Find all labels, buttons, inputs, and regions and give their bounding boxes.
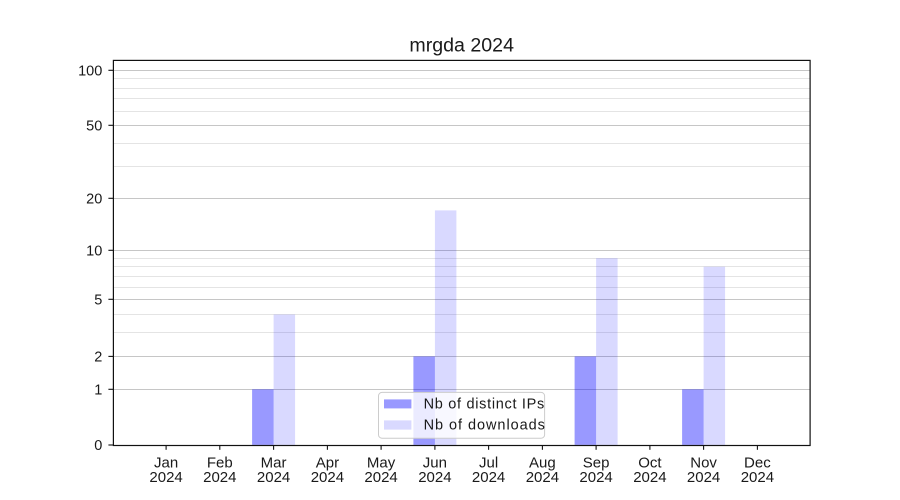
svg-text:10: 10 <box>86 244 102 260</box>
svg-text:2024: 2024 <box>579 469 612 486</box>
svg-text:Aug: Aug <box>529 455 556 472</box>
svg-text:Jul: Jul <box>479 455 498 472</box>
svg-text:Mar: Mar <box>261 455 287 472</box>
svg-text:5: 5 <box>94 293 102 309</box>
svg-text:Dec: Dec <box>744 455 771 472</box>
svg-text:2024: 2024 <box>311 469 344 486</box>
svg-text:2024: 2024 <box>257 469 290 486</box>
svg-text:2024: 2024 <box>203 469 236 486</box>
svg-text:Apr: Apr <box>316 455 339 472</box>
svg-text:mrgda 2024: mrgda 2024 <box>409 35 514 57</box>
svg-text:2024: 2024 <box>149 469 182 486</box>
svg-text:Sep: Sep <box>583 455 610 472</box>
svg-text:Feb: Feb <box>207 455 233 472</box>
svg-text:Nov: Nov <box>690 455 717 472</box>
svg-text:2024: 2024 <box>472 469 505 486</box>
svg-text:50: 50 <box>86 119 102 135</box>
svg-text:20: 20 <box>86 192 102 208</box>
svg-text:Jan: Jan <box>154 455 178 472</box>
svg-text:2024: 2024 <box>418 469 451 486</box>
svg-text:Jun: Jun <box>423 455 447 472</box>
svg-text:2024: 2024 <box>364 469 397 486</box>
svg-text:100: 100 <box>78 64 102 80</box>
svg-text:2: 2 <box>94 350 102 366</box>
svg-text:2024: 2024 <box>687 469 720 486</box>
svg-text:0: 0 <box>94 438 102 454</box>
svg-text:2024: 2024 <box>526 469 559 486</box>
svg-text:2024: 2024 <box>633 469 666 486</box>
svg-text:2024: 2024 <box>741 469 774 486</box>
svg-text:1: 1 <box>94 383 102 399</box>
svg-text:May: May <box>367 455 396 472</box>
svg-text:Nb of downloads: Nb of downloads <box>424 418 546 434</box>
svg-text:Nb of distinct IPs: Nb of distinct IPs <box>424 396 545 412</box>
svg-text:Oct: Oct <box>638 455 662 472</box>
